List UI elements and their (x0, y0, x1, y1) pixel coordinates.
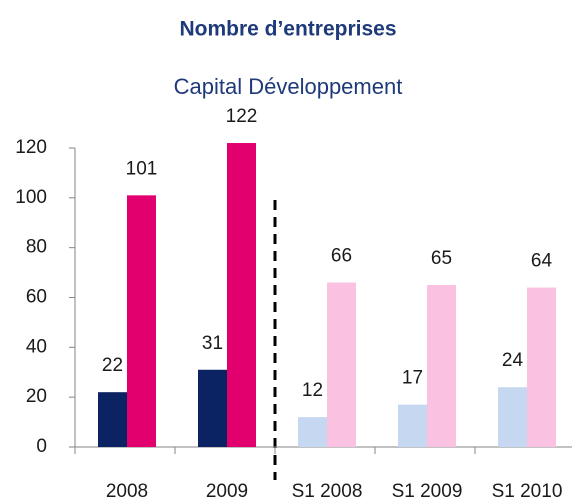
bar (227, 143, 256, 447)
y-tick-label: 120 (15, 137, 47, 158)
chart-subtitle: Capital Développement (174, 74, 403, 99)
bar (127, 195, 156, 447)
value-label: 66 (331, 246, 352, 267)
bar (398, 404, 427, 447)
x-tick-label: S1 2008 (292, 481, 363, 501)
y-tick-label: 100 (15, 187, 47, 208)
y-tick-label: 60 (26, 287, 47, 308)
value-label: 31 (202, 333, 223, 354)
bar (98, 392, 127, 447)
y-tick-label: 0 (36, 436, 47, 457)
x-tick-label: S1 2010 (492, 481, 563, 501)
y-tick-label: 80 (26, 237, 47, 258)
value-label: 12 (302, 380, 323, 401)
bar (327, 282, 356, 447)
x-tick-label: 2008 (106, 481, 148, 501)
y-tick-label: 40 (26, 336, 47, 357)
bar (198, 369, 227, 447)
value-label: 22 (102, 355, 123, 376)
value-label: 122 (226, 106, 258, 127)
x-tick-label: 2009 (206, 481, 248, 501)
y-tick-label: 20 (26, 386, 47, 407)
value-label: 101 (126, 158, 158, 179)
value-label: 64 (531, 251, 553, 272)
bar (427, 285, 456, 447)
value-label: 17 (402, 368, 423, 389)
value-label: 24 (502, 350, 524, 371)
x-tick-label: S1 2009 (392, 481, 463, 501)
bar (498, 387, 527, 447)
bar (527, 287, 556, 447)
value-label: 65 (431, 248, 452, 269)
chart-title: Nombre d’entreprises (179, 18, 396, 41)
bar (298, 417, 327, 447)
